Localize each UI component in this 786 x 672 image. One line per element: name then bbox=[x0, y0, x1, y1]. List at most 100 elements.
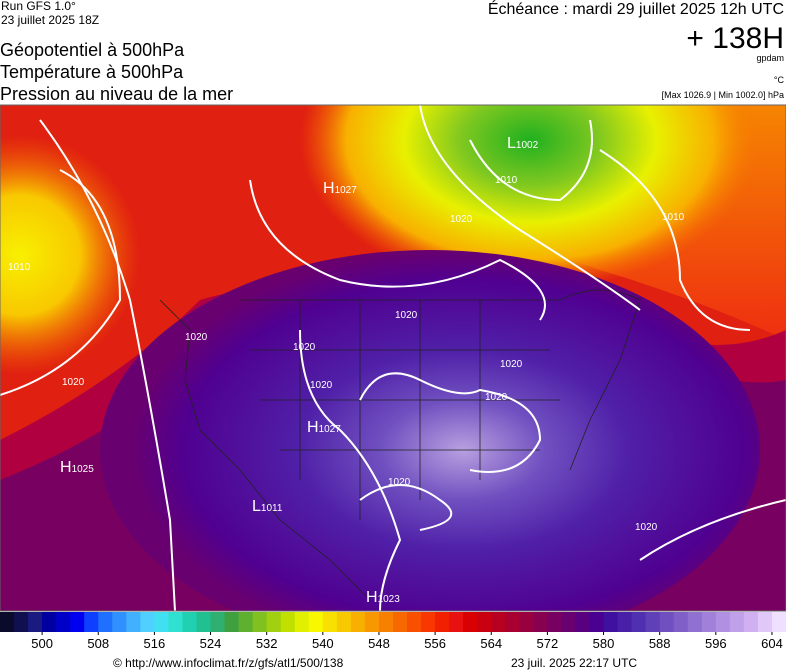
pressure-center: H1025 bbox=[60, 459, 94, 476]
colorbar-swatch bbox=[463, 612, 478, 632]
isobar-label: 1010 bbox=[495, 175, 518, 186]
colorbar-label: 540 bbox=[312, 636, 334, 651]
colorbar-swatch bbox=[84, 612, 99, 632]
colorbar-swatch bbox=[743, 612, 759, 632]
colorbar-label: 604 bbox=[761, 636, 783, 651]
colorbar-label: 508 bbox=[87, 636, 109, 651]
isobar-label: 1020 bbox=[62, 377, 85, 388]
colorbar-swatch bbox=[491, 612, 506, 632]
isobar-label: 1020 bbox=[395, 310, 418, 321]
colorbar-swatch bbox=[449, 612, 464, 632]
title: Pression au niveau de la mer bbox=[0, 84, 233, 104]
colorbar-swatch bbox=[280, 612, 296, 632]
map-frame bbox=[0, 104, 786, 612]
colorbar-swatch bbox=[238, 612, 254, 632]
colorbar-swatch bbox=[252, 612, 268, 632]
isobars bbox=[0, 105, 786, 611]
unit: gpdam bbox=[756, 53, 784, 63]
isobar-label: 1020 bbox=[388, 477, 411, 488]
colorbar-swatch bbox=[701, 612, 717, 632]
colorbar-swatch bbox=[112, 612, 127, 632]
colorbar-swatch bbox=[266, 612, 282, 632]
colorbar-swatch bbox=[687, 612, 703, 632]
colorbar-swatch bbox=[322, 612, 338, 632]
colorbar-swatch bbox=[154, 612, 169, 632]
isobar-label: 1020 bbox=[500, 359, 523, 370]
colorbar-label: 564 bbox=[480, 636, 502, 651]
colorbar-swatch bbox=[70, 612, 85, 632]
colorbar-label: 516 bbox=[144, 636, 166, 651]
title: Température à 500hPa bbox=[0, 62, 184, 82]
run-date: 23 juillet 2025 18Z bbox=[1, 13, 99, 27]
colorbar-label: 556 bbox=[424, 636, 446, 651]
isobar-label: 1020 bbox=[293, 342, 316, 353]
pressure-center: L1002 bbox=[507, 135, 539, 152]
isobar-label: 1020 bbox=[450, 214, 473, 225]
pressure-center: H1027 bbox=[307, 419, 341, 436]
colorbar-swatch bbox=[757, 612, 773, 632]
colorbar-swatch bbox=[393, 612, 408, 632]
colorbar-swatch bbox=[477, 612, 492, 632]
colorbar-swatch bbox=[140, 612, 155, 632]
colorbar-swatch bbox=[196, 612, 212, 632]
colorbar-swatch bbox=[294, 612, 310, 632]
map: H1027 L1002 H1027 H1025 L1011 H1023 1010… bbox=[0, 105, 786, 611]
colorbar-swatch bbox=[308, 612, 324, 632]
colorbar-swatch bbox=[182, 612, 197, 632]
coastlines bbox=[159, 289, 641, 601]
colorbar-label: 548 bbox=[368, 636, 390, 651]
forecast-time: Échéance : mardi 29 juillet 2025 12h UTC bbox=[488, 0, 784, 18]
colorbar-swatch bbox=[168, 612, 183, 632]
colorbar-swatch bbox=[224, 612, 240, 632]
colorbar-swatch bbox=[729, 612, 745, 632]
colorbar-swatch bbox=[505, 612, 520, 632]
colorbar-swatch bbox=[56, 612, 71, 632]
colorbar-swatch bbox=[421, 612, 436, 632]
colorbar-swatch bbox=[659, 612, 675, 632]
colorbar-swatch bbox=[589, 612, 605, 632]
colorbar-label: 524 bbox=[200, 636, 222, 651]
colorbar-swatch bbox=[435, 612, 450, 632]
colorbar-swatch bbox=[673, 612, 689, 632]
colorbar-swatch bbox=[98, 612, 113, 632]
colorbar-swatch bbox=[715, 612, 731, 632]
colorbar-swatch bbox=[336, 612, 352, 632]
colorbar-swatch bbox=[603, 612, 619, 632]
timestamp: 23 juil. 2025 22:17 UTC bbox=[511, 656, 637, 670]
isobar-label: 1010 bbox=[662, 212, 685, 223]
colorbar-label: 500 bbox=[31, 636, 53, 651]
run-label: Run GFS 1.0° bbox=[1, 0, 76, 13]
colorbar-swatch bbox=[28, 612, 43, 632]
colorbar-swatch bbox=[631, 612, 647, 632]
colorbar-swatch bbox=[407, 612, 422, 632]
colorbar-swatch bbox=[519, 612, 534, 632]
pressure-center: H1023 bbox=[366, 589, 400, 606]
title: Géopotentiel à 500hPa bbox=[0, 40, 185, 60]
colorbar-label: 580 bbox=[593, 636, 615, 651]
colorbar-swatch bbox=[378, 612, 394, 632]
unit: °C bbox=[774, 75, 785, 85]
colorbar-swatch bbox=[561, 612, 576, 632]
colorbar-swatch bbox=[364, 612, 380, 632]
colorbar-swatch bbox=[533, 612, 548, 632]
colorbar-label: 596 bbox=[705, 636, 727, 651]
isobar-label: 1020 bbox=[485, 392, 508, 403]
colorbar-swatch bbox=[42, 612, 57, 632]
colorbar-swatch bbox=[617, 612, 633, 632]
isobar-label: 1020 bbox=[635, 522, 658, 533]
colorbar-swatch bbox=[645, 612, 661, 632]
lead-time: + 138H bbox=[686, 22, 784, 55]
source: © http://www.infoclimat.fr/z/gfs/atl1/50… bbox=[113, 656, 344, 670]
pressure-range: [Max 1026.9 | Min 1002.0] hPa bbox=[662, 90, 784, 100]
colorbar-label: 588 bbox=[649, 636, 671, 651]
colorbar-swatch bbox=[210, 612, 226, 632]
colorbar-swatch bbox=[0, 612, 15, 632]
colorbar-label: 572 bbox=[537, 636, 559, 651]
colorbar-label: 532 bbox=[256, 636, 278, 651]
colorbar-swatch bbox=[14, 612, 29, 632]
colorbar-swatch bbox=[350, 612, 366, 632]
isobar-label: 1010 bbox=[8, 262, 31, 273]
isobar-label: 1020 bbox=[310, 380, 333, 391]
isobar-label: 1020 bbox=[185, 332, 208, 343]
